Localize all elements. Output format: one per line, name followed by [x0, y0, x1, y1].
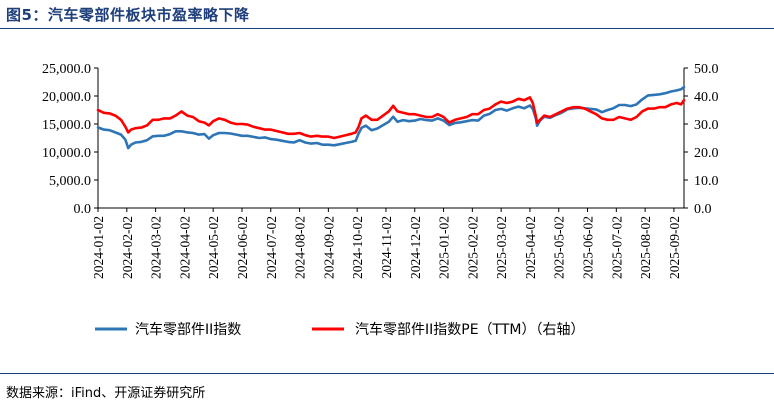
x-tick-label: 2024-11-02	[379, 216, 394, 279]
chart-title: 图5：汽车零部件板块市盈率略下降	[6, 6, 250, 24]
y-right-tick-label: 0.0	[694, 202, 712, 217]
y-left-axis: 25,000.0 20,000.0 15,000.0 10,000.0 5,000.0 0…	[42, 62, 98, 217]
x-tick-label: 2024-09-02	[321, 216, 336, 279]
x-tick-label: 2025-04-02	[523, 216, 538, 279]
y-right-tick-label: 30.0	[694, 118, 719, 133]
legend: 汽车零部件II指数 汽车零部件II指数PE（TTM）（右轴）	[95, 321, 584, 338]
x-tick-label: 2024-07-02	[264, 216, 279, 279]
title-divider	[0, 28, 774, 29]
x-tick-label: 2024-05-02	[206, 216, 221, 279]
y-left-tick-label: 15,000.0	[42, 118, 91, 133]
series-line-index	[96, 85, 686, 150]
x-tick-label: 2025-06-02	[581, 216, 596, 279]
x-tick-label: 2024-10-02	[350, 216, 365, 279]
legend-label-pe: 汽车零部件II指数PE（TTM）（右轴）	[355, 321, 584, 338]
x-tick-label: 2025-07-02	[609, 216, 624, 279]
x-tick-label: 2024-04-02	[177, 216, 192, 279]
x-tick-label: 2024-12-02	[408, 216, 423, 279]
y-left-tick-label: 25,000.0	[42, 62, 91, 77]
y-right-tick-label: 40.0	[694, 90, 719, 105]
x-tick-label: 2025-02-02	[465, 216, 480, 279]
x-axis: 2024-01-02 2024-02-02 2024-03-02 2024-04-02…	[91, 208, 682, 279]
series-line-pe	[96, 96, 686, 140]
x-tick-label: 2024-01-02	[91, 216, 106, 279]
x-tick-label: 2024-08-02	[293, 216, 308, 279]
y-right-tick-label: 50.0	[694, 62, 719, 77]
x-tick-label: 2024-06-02	[235, 216, 250, 279]
plot-frame	[97, 68, 685, 209]
y-right-axis: 50.0 40.0 30.0 20.0 10.0 0.0	[684, 62, 719, 217]
x-tick-label: 2024-03-02	[149, 216, 164, 279]
x-tick-label: 2025-03-02	[494, 216, 509, 279]
legend-label-index: 汽车零部件II指数	[135, 321, 241, 338]
y-left-tick-label: 10,000.0	[42, 146, 91, 161]
series-layer	[96, 85, 686, 150]
y-left-tick-label: 5,000.0	[49, 174, 91, 189]
line-chart: 25,000.0 20,000.0 15,000.0 10,000.0 5,000.0 0…	[42, 62, 719, 338]
x-tick-label: 2025-05-02	[552, 216, 567, 279]
data-source-note: 数据来源：iFind、开源证券研究所	[6, 386, 206, 401]
x-tick-label: 2024-02-02	[120, 216, 135, 279]
x-tick-label: 2025-09-02	[667, 216, 682, 279]
y-left-tick-label: 20,000.0	[42, 90, 91, 105]
x-tick-label: 2025-08-02	[638, 216, 653, 279]
y-right-tick-label: 10.0	[694, 174, 719, 189]
x-tick-label: 2025-01-02	[437, 216, 452, 279]
y-left-tick-label: 0.0	[74, 202, 92, 217]
footer-divider	[0, 373, 774, 374]
y-right-tick-label: 20.0	[694, 146, 719, 161]
